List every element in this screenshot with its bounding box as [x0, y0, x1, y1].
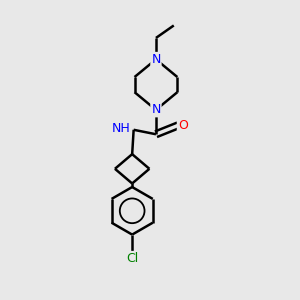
Text: N: N [151, 103, 160, 116]
Text: NH: NH [112, 122, 131, 135]
Text: N: N [151, 53, 160, 66]
Text: Cl: Cl [126, 252, 138, 265]
Text: O: O [178, 119, 188, 132]
